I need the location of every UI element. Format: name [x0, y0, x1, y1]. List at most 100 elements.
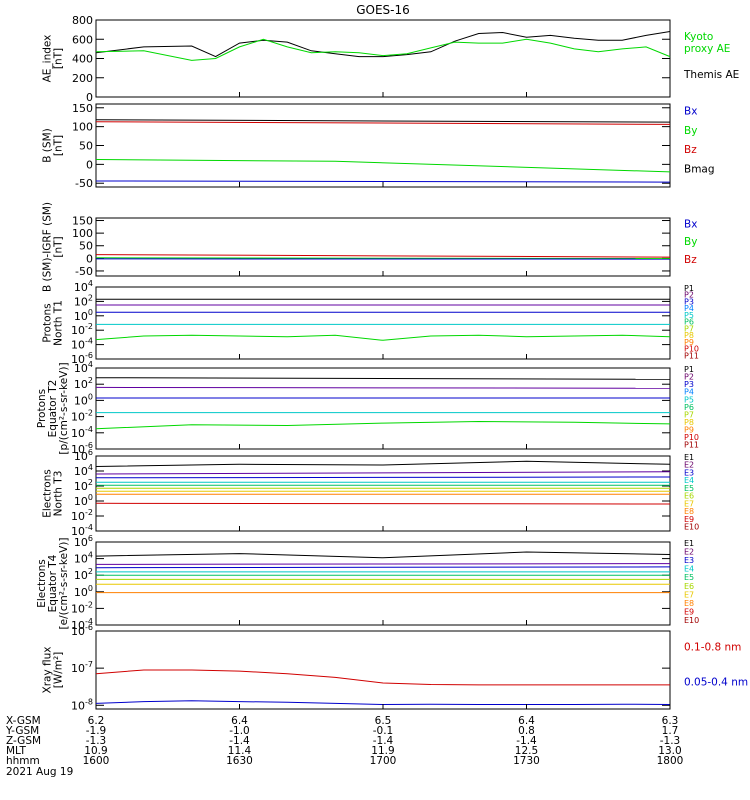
- legend-entry: Bz: [684, 144, 697, 156]
- x-row-value: 6.4: [231, 715, 248, 727]
- legend-entry: P7: [684, 410, 694, 419]
- x-row-value: 1600: [83, 755, 110, 767]
- y-tick-label: 10-8: [71, 697, 93, 712]
- x-row-value: -1.9: [86, 725, 107, 737]
- y-axis-label: Xray flux: [42, 647, 54, 694]
- y-axis-label: Equator T4: [47, 554, 59, 612]
- legend-entry: P1: [684, 284, 694, 293]
- panel-frame: [95, 103, 671, 188]
- legend-entry: Kyoto: [684, 31, 713, 43]
- series-line-e2: [95, 471, 671, 475]
- series-line-by: [95, 257, 671, 260]
- y-axis-label: Electrons: [42, 469, 54, 518]
- series-line-bmag: [95, 119, 671, 123]
- legend-entry: P2: [684, 291, 694, 300]
- legend-entry: P8: [684, 331, 694, 340]
- x-row-value: -1.3: [86, 735, 107, 747]
- y-tick-label: 50: [79, 240, 93, 253]
- legend-entry: E6: [684, 582, 694, 591]
- x-row-value: 6.3: [662, 715, 679, 727]
- panel-frame: [95, 455, 671, 532]
- y-tick-label: 100: [74, 308, 93, 323]
- series-line-by: [95, 159, 671, 173]
- y-axis-label: [nT]: [53, 236, 65, 257]
- legend-entry: P6: [684, 403, 694, 412]
- legend-entry: E3: [684, 556, 694, 565]
- y-tick-label: 106: [74, 534, 93, 549]
- x-row-value: 11.9: [371, 745, 394, 757]
- y-axis-label: AE_index: [42, 35, 54, 83]
- legend-entry: Bx: [684, 106, 697, 118]
- x-row-value: -1.0: [229, 725, 250, 737]
- panel-frame: [95, 217, 671, 277]
- y-tick-label: 50: [79, 140, 93, 153]
- y-tick-label: 104: [74, 279, 93, 294]
- legend-entry: E1: [684, 539, 694, 548]
- legend-entry: P3: [684, 380, 694, 389]
- x-row-value: -1.4: [229, 735, 250, 747]
- x-row-value: 1630: [226, 755, 253, 767]
- x-row-value: -1.4: [373, 735, 394, 747]
- y-tick-label: 10-4: [71, 425, 93, 440]
- y-tick-label: 10-4: [71, 337, 93, 352]
- x-row-label: Z-GSM: [6, 735, 41, 747]
- legend-entry: P6: [684, 318, 694, 327]
- y-tick-label: 10-4: [71, 523, 93, 538]
- y-tick-label: -50: [75, 177, 93, 190]
- plot-title: GOES-16: [356, 3, 410, 17]
- legend-entry: E10: [684, 616, 699, 625]
- legend-entry: E10: [684, 523, 699, 532]
- series-line-e9: [95, 502, 671, 505]
- legend-entry: Themis AE: [683, 69, 739, 81]
- legend-entry: E6: [684, 492, 694, 501]
- y-tick-label: 100: [72, 121, 93, 134]
- y-tick-label: 150: [72, 102, 93, 115]
- series-line-e1: [95, 551, 671, 559]
- legend-entry: E9: [684, 515, 694, 524]
- y-tick-label: 800: [72, 14, 93, 27]
- series-line-p6: [95, 420, 671, 430]
- x-row-value: 0.8: [518, 725, 535, 737]
- y-tick-label: -50: [75, 265, 93, 278]
- y-axis-label: [W/m²]: [53, 652, 65, 689]
- x-row-value: -1.3: [660, 735, 681, 747]
- y-axis-label: Protons: [36, 389, 48, 428]
- legend-entry: E4: [684, 565, 694, 574]
- panel-bsm: -50 0 50 100 150 B (SM) [nT] Bx By Bz Bmag: [42, 102, 715, 190]
- legend-entry: P10: [684, 433, 699, 442]
- legend-entry: 0.05-0.4 nm: [684, 677, 748, 689]
- y-tick-label: 102: [74, 376, 93, 391]
- legend-entry: E5: [684, 573, 694, 582]
- legend-entry: P2: [684, 373, 694, 382]
- legend-entry: E7: [684, 590, 694, 599]
- x-row-value: 1.7: [662, 725, 679, 737]
- y-tick-label: 10-2: [71, 508, 93, 523]
- series-line-bz: [95, 254, 671, 258]
- panel-frame: [95, 367, 671, 450]
- legend-entry: E2: [684, 548, 694, 557]
- legend-entry: P10: [684, 345, 699, 354]
- legend-entry: Bx: [684, 219, 697, 231]
- x-row-label: X-GSM: [6, 715, 41, 727]
- y-tick-label: 10-2: [71, 600, 93, 615]
- legend-entry: 0.1-0.8 nm: [684, 642, 741, 654]
- series-line-0-05-0-4-nm: [95, 700, 671, 706]
- legend-entry: P8: [684, 418, 694, 427]
- legend-entry: P11: [684, 351, 699, 360]
- y-tick-label: 10-4: [71, 617, 93, 632]
- legend-entry: Bz: [684, 254, 697, 266]
- legend-entry: E5: [684, 484, 694, 493]
- legend-entry: E9: [684, 607, 694, 616]
- series-line-themis-ae: [95, 31, 671, 58]
- y-tick-label: 100: [74, 493, 93, 508]
- x-row-value: 6.5: [375, 715, 392, 727]
- legend-entry: Bmag: [684, 164, 715, 176]
- series-line-e3: [95, 476, 671, 479]
- x-row-value: 1730: [513, 755, 540, 767]
